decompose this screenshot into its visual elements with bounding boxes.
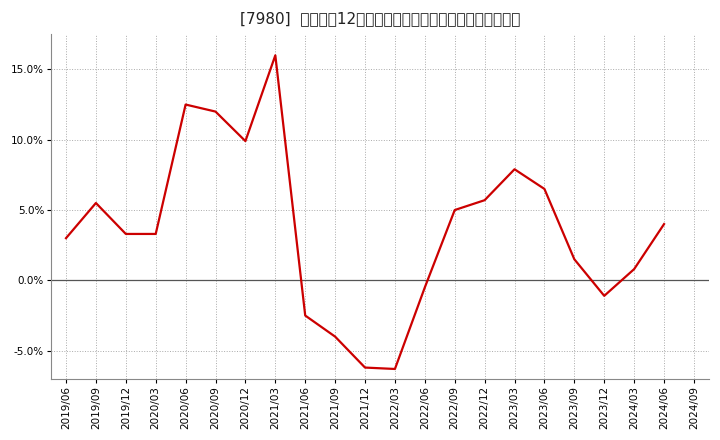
- Title: [7980]  売上高の12か月移動合計の対前年同期増減率の推移: [7980] 売上高の12か月移動合計の対前年同期増減率の推移: [240, 11, 520, 26]
